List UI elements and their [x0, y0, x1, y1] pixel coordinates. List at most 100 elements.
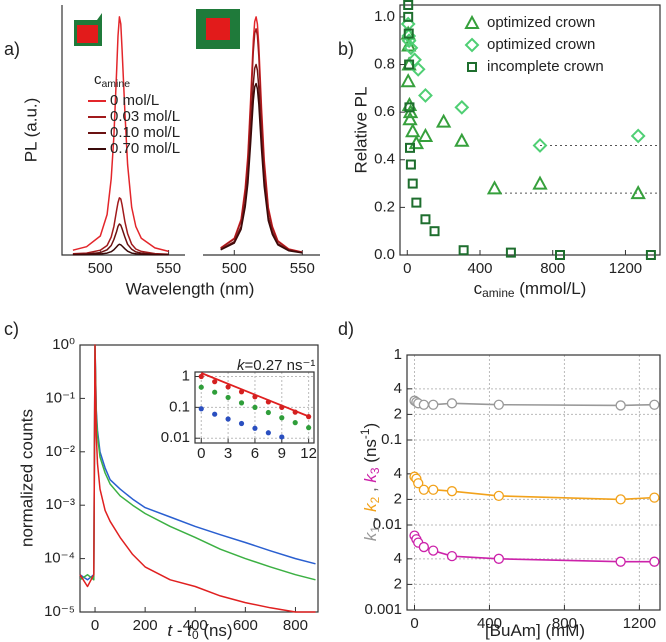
y-tick-label: 2	[394, 575, 402, 592]
panel-label: c)	[4, 319, 19, 339]
panel-label: d)	[338, 319, 354, 339]
marker-circle	[493, 490, 504, 502]
y-tick-label: 0.0	[374, 246, 395, 263]
marker-diamond	[454, 99, 470, 115]
marker-square	[404, 102, 415, 113]
marker-triangle	[454, 132, 470, 147]
marker-dot	[279, 404, 285, 410]
series-line	[220, 63, 303, 254]
marker-dot	[292, 409, 298, 415]
marker-square	[405, 159, 416, 170]
y-tick-label: 2	[394, 405, 402, 422]
x-tick-label: 0	[197, 445, 205, 462]
legend-label: 0.03 mol/L	[110, 108, 180, 125]
y-tick-label: 4	[394, 380, 402, 397]
marker-diamond	[418, 88, 433, 103]
axes-frame	[79, 344, 319, 613]
legend-marker	[464, 37, 480, 53]
y-tick-label: 1	[182, 367, 190, 384]
marker-square	[403, 0, 414, 10]
marker-dot	[198, 384, 204, 390]
panel-label: a)	[4, 39, 20, 59]
marker-circle	[493, 553, 504, 564]
marker-circle	[418, 541, 430, 553]
y-tick-label: 0.01	[373, 516, 402, 533]
y-tick-label: 10⁰	[52, 336, 75, 353]
axes-frame	[399, 4, 661, 256]
marker-square	[555, 250, 565, 260]
axes-frame	[406, 354, 661, 611]
legend-marker	[467, 62, 477, 72]
x-tick-label: 600	[233, 617, 258, 634]
series-line	[79, 344, 316, 613]
annotation: k=0.27 ns⁻¹	[237, 357, 315, 374]
series-line	[72, 243, 169, 256]
marker-dot	[279, 415, 285, 421]
crown-icon-right	[196, 9, 240, 49]
marker-circle	[413, 478, 424, 489]
marker-circle	[428, 545, 439, 556]
y-axis-label-part: )	[361, 423, 380, 429]
y-axis-label-part: ,	[361, 483, 380, 497]
x-axis-label-part: t	[167, 621, 173, 640]
x-tick-label: 800	[283, 617, 308, 634]
marker-dot	[292, 420, 298, 426]
x-tick-label: 500	[88, 260, 113, 277]
x-tick-label: 0	[410, 615, 418, 632]
series-line	[72, 197, 169, 256]
y-axis-label-part: 3	[368, 467, 382, 474]
x-tick-label: 1200	[609, 260, 642, 277]
marker-triangle	[486, 180, 503, 195]
y-tick-label: 4	[394, 550, 402, 567]
y-axis-label-part: ,	[361, 512, 380, 526]
marker-dot	[225, 384, 231, 390]
legend-title: camine	[94, 71, 130, 90]
y-axis-label-part: k	[361, 502, 380, 512]
x-tick-label: 0	[91, 617, 99, 634]
marker-triangle	[402, 111, 418, 126]
x-tick-label: 1200	[623, 615, 656, 632]
marker-dot	[306, 414, 312, 420]
x-tick-label: 9	[278, 445, 286, 462]
legend-label: 0.10 mol/L	[110, 124, 180, 141]
series-line	[72, 223, 169, 256]
marker-triangle	[400, 73, 416, 88]
x-tick-label: 400	[467, 260, 492, 277]
marker-dot	[198, 373, 204, 380]
y-tick-label: 10⁻⁵	[44, 603, 75, 620]
marker-circle	[615, 400, 626, 411]
marker-square	[645, 250, 656, 260]
y-tick-label: 10⁻²	[45, 443, 75, 460]
marker-dot	[252, 425, 258, 431]
x-tick-label: 12	[300, 445, 317, 462]
y-tick-label: 10⁻⁴	[44, 550, 75, 567]
marker-circle	[649, 399, 660, 410]
y-tick-label: 0.8	[374, 55, 395, 72]
x-tick-label: 400	[183, 617, 208, 634]
y-axis-label-part: k	[361, 473, 380, 483]
marker-dot	[198, 406, 204, 412]
y-axis-label: normalized counts	[17, 409, 36, 547]
x-axis-label: camine (mmol/L)	[474, 279, 587, 300]
marker-dot	[225, 416, 231, 422]
x-tick-label: 500	[222, 260, 247, 277]
y-tick-label: 0.1	[169, 398, 190, 415]
annotation-part: k	[237, 357, 246, 374]
marker-circle	[446, 486, 458, 497]
marker-circle	[649, 556, 660, 567]
marker-diamond	[403, 40, 419, 56]
x-axis-label: Wavelength (nm)	[126, 279, 255, 298]
x-tick-label: 6	[251, 445, 259, 462]
marker-dot	[238, 420, 245, 427]
x-tick-label: 3	[224, 445, 232, 462]
series-line	[72, 16, 169, 253]
x-tick-label: 200	[133, 617, 158, 634]
marker-circle	[418, 399, 430, 410]
y-axis-label: PL (a.u.)	[21, 98, 40, 163]
legend-marker	[464, 14, 480, 29]
marker-circle	[428, 399, 439, 410]
x-axis-label-part: 0	[192, 628, 199, 642]
x-axis-label-part: c	[474, 279, 483, 298]
x-axis-label-part: (ns)	[199, 621, 233, 640]
